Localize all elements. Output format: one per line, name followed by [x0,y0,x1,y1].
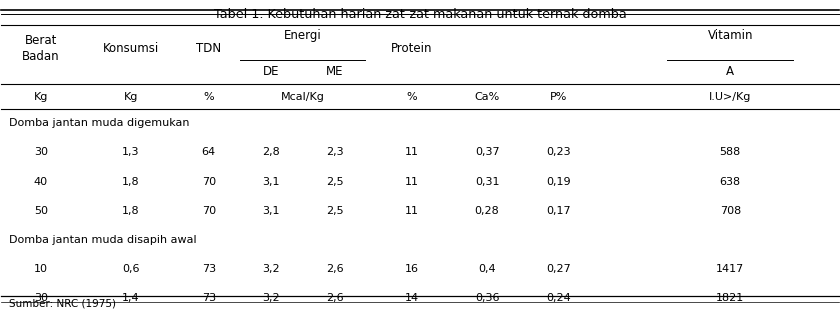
Text: ME: ME [326,65,344,78]
Text: 0,37: 0,37 [475,147,500,157]
Text: 1417: 1417 [717,264,744,274]
Text: 11: 11 [405,206,418,216]
Text: DE: DE [262,65,279,78]
Text: Mcal/Kg: Mcal/Kg [281,92,324,102]
Text: 638: 638 [720,176,741,187]
Text: 3,2: 3,2 [262,264,280,274]
Text: Domba jantan muda digemukan: Domba jantan muda digemukan [9,118,190,128]
Text: 30: 30 [34,147,48,157]
Text: 2,5: 2,5 [326,206,344,216]
Text: 0,27: 0,27 [546,264,570,274]
Text: 1821: 1821 [717,293,744,303]
Text: Domba jantan muda disapih awal: Domba jantan muda disapih awal [9,235,197,245]
Text: 30: 30 [34,293,48,303]
Text: 10: 10 [34,264,48,274]
Text: %: % [203,92,214,102]
Text: A: A [727,65,734,78]
Text: 0,28: 0,28 [475,206,500,216]
Text: 708: 708 [720,206,741,216]
Text: 3,2: 3,2 [262,293,280,303]
Text: 16: 16 [405,264,418,274]
Text: 3,1: 3,1 [262,206,280,216]
Text: 0,17: 0,17 [546,206,570,216]
Text: 0,36: 0,36 [475,293,499,303]
Text: 11: 11 [405,147,418,157]
Text: 2,3: 2,3 [326,147,344,157]
Text: Konsumsi: Konsumsi [102,42,159,55]
Text: I.U>/Kg: I.U>/Kg [709,92,752,102]
Text: 2,5: 2,5 [326,176,344,187]
Text: Ca%: Ca% [475,92,500,102]
Text: Energi: Energi [284,29,322,42]
Text: Berat
Badan: Berat Badan [22,34,60,63]
Text: 40: 40 [34,176,48,187]
Text: 70: 70 [202,206,216,216]
Text: 50: 50 [34,206,48,216]
Text: 14: 14 [405,293,418,303]
Text: 73: 73 [202,264,216,274]
Text: 70: 70 [202,176,216,187]
Text: 0,19: 0,19 [546,176,570,187]
Text: 0,4: 0,4 [478,264,496,274]
Text: 0,6: 0,6 [122,264,139,274]
Text: P%: P% [549,92,567,102]
Text: 3,1: 3,1 [262,176,280,187]
Text: Sumber: NRC (1975): Sumber: NRC (1975) [9,299,116,308]
Text: 0,23: 0,23 [546,147,570,157]
Text: 11: 11 [405,176,418,187]
Text: Tabel 1. Kebutuhan harian zat-zat makanan untuk ternak domba: Tabel 1. Kebutuhan harian zat-zat makana… [213,8,627,21]
Text: Vitamin: Vitamin [707,29,753,42]
Text: Protein: Protein [391,42,433,55]
Text: Kg: Kg [34,92,48,102]
Text: 2,6: 2,6 [326,293,344,303]
Text: 588: 588 [720,147,741,157]
Text: 2,6: 2,6 [326,264,344,274]
Text: TDN: TDN [196,42,221,55]
Text: 0,31: 0,31 [475,176,499,187]
Text: 1,8: 1,8 [122,206,139,216]
Text: 2,8: 2,8 [262,147,280,157]
Text: 73: 73 [202,293,216,303]
Text: 1,8: 1,8 [122,176,139,187]
Text: Kg: Kg [123,92,138,102]
Text: 64: 64 [202,147,216,157]
Text: 0,24: 0,24 [546,293,570,303]
Text: 1,4: 1,4 [122,293,139,303]
Text: %: % [407,92,417,102]
Text: 1,3: 1,3 [122,147,139,157]
